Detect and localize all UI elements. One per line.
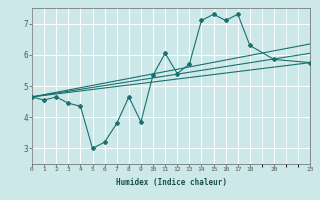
X-axis label: Humidex (Indice chaleur): Humidex (Indice chaleur): [116, 178, 227, 187]
